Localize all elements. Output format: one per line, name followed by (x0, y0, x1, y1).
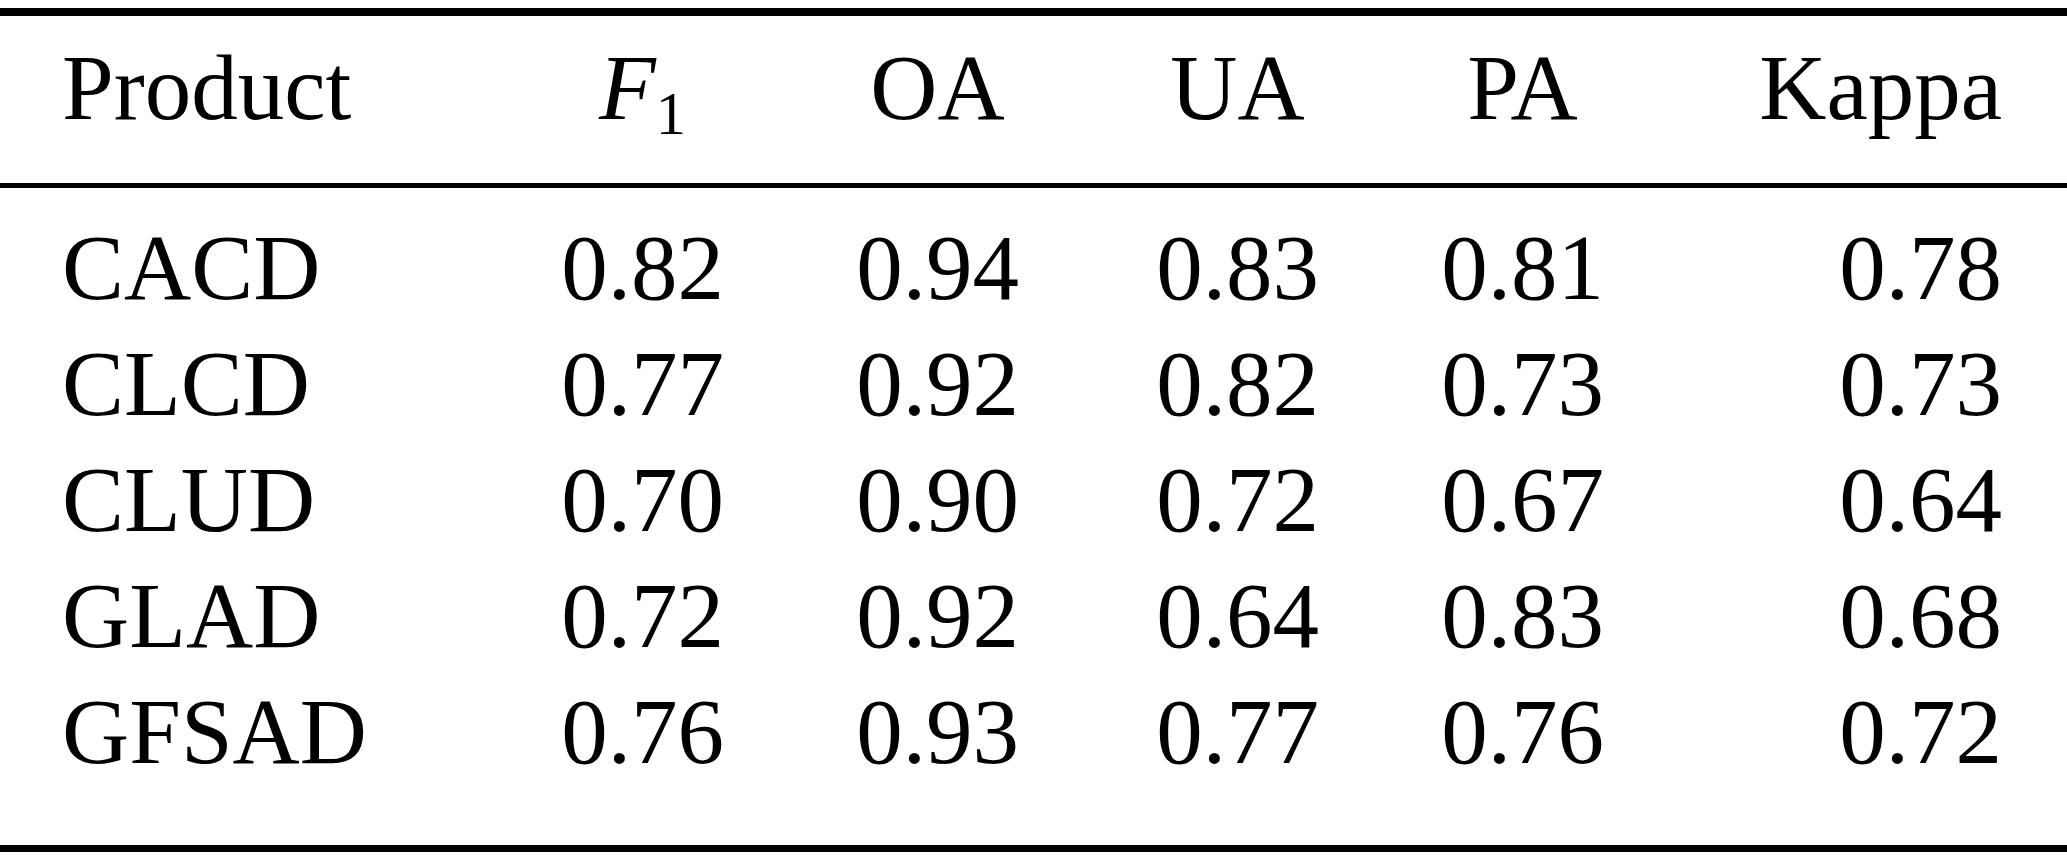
cell-ua: 0.83 (1080, 221, 1395, 314)
cell-f1: 0.82 (490, 221, 795, 314)
column-header-kappa: Kappa (1650, 41, 2067, 159)
column-header-product: Product (0, 41, 490, 159)
cell-f1: 0.77 (490, 337, 795, 430)
column-header-ua: UA (1080, 41, 1395, 159)
cell-pa: 0.67 (1395, 453, 1650, 546)
cell-kappa: 0.73 (1650, 337, 2067, 430)
cell-product: CACD (0, 221, 490, 314)
cell-kappa: 0.78 (1650, 221, 2067, 314)
cell-product: GLAD (0, 569, 490, 662)
table-row: CACD 0.82 0.94 0.83 0.81 0.78 (0, 209, 2067, 325)
table-bottom-rule (0, 845, 2067, 852)
cell-oa: 0.94 (795, 221, 1080, 314)
table-body: CACD 0.82 0.94 0.83 0.81 0.78 CLCD 0.77 … (0, 188, 2067, 789)
column-header-f1: F1 (490, 41, 795, 159)
cell-ua: 0.82 (1080, 337, 1395, 430)
cell-oa: 0.93 (795, 685, 1080, 778)
cell-pa: 0.83 (1395, 569, 1650, 662)
table-header-row: Product F1 OA UA PA Kappa (0, 16, 2067, 183)
cell-product: CLCD (0, 337, 490, 430)
column-header-oa: OA (795, 41, 1080, 159)
cell-kappa: 0.68 (1650, 569, 2067, 662)
table-row: CLUD 0.70 0.90 0.72 0.67 0.64 (0, 441, 2067, 557)
table-top-rule (0, 8, 2067, 16)
f1-symbol: F (599, 36, 656, 139)
cell-pa: 0.81 (1395, 221, 1650, 314)
cell-oa: 0.92 (795, 337, 1080, 430)
paper-table-figure: Product F1 OA UA PA Kappa CACD 0.82 0.94… (0, 0, 2067, 865)
cell-pa: 0.73 (1395, 337, 1650, 430)
cell-pa: 0.76 (1395, 685, 1650, 778)
cell-product: CLUD (0, 453, 490, 546)
cell-kappa: 0.72 (1650, 685, 2067, 778)
cell-ua: 0.64 (1080, 569, 1395, 662)
table-row: CLCD 0.77 0.92 0.82 0.73 0.73 (0, 325, 2067, 441)
cell-oa: 0.90 (795, 453, 1080, 546)
f1-subscript: 1 (656, 80, 686, 147)
table-row: GFSAD 0.76 0.93 0.77 0.76 0.72 (0, 673, 2067, 789)
table-row: GLAD 0.72 0.92 0.64 0.83 0.68 (0, 557, 2067, 673)
cell-oa: 0.92 (795, 569, 1080, 662)
column-header-pa: PA (1395, 41, 1650, 159)
cell-f1: 0.70 (490, 453, 795, 546)
cell-kappa: 0.64 (1650, 453, 2067, 546)
cell-ua: 0.72 (1080, 453, 1395, 546)
cell-ua: 0.77 (1080, 685, 1395, 778)
cell-product: GFSAD (0, 685, 490, 778)
cell-f1: 0.76 (490, 685, 795, 778)
cell-f1: 0.72 (490, 569, 795, 662)
